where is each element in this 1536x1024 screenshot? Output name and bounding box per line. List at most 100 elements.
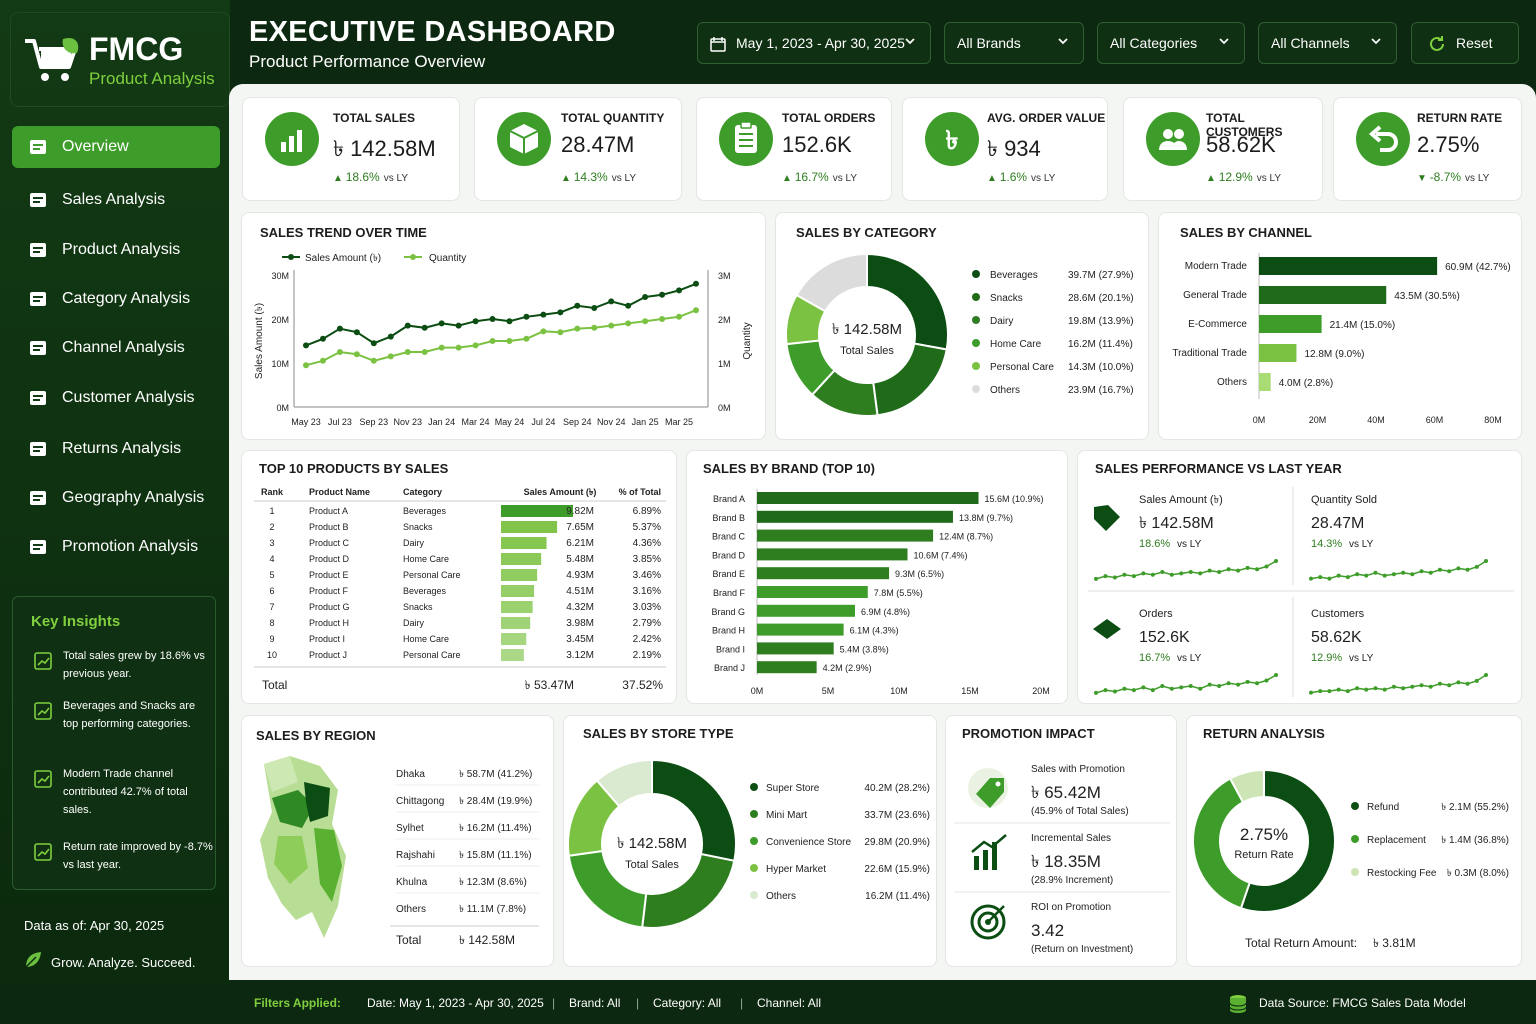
sparkline-point bbox=[1318, 689, 1323, 694]
sparkline-point bbox=[1169, 686, 1174, 691]
table-sales-bar bbox=[501, 649, 524, 661]
y-axis-label: Sales Amount (৳) bbox=[254, 303, 265, 379]
sidebar: FMCG Product Analysis Overview Sales Anal… bbox=[0, 0, 230, 984]
sidebar-item-overview[interactable]: Overview bbox=[12, 126, 220, 168]
brand-logo[interactable]: FMCG Product Analysis bbox=[10, 12, 230, 107]
legend-marker bbox=[972, 293, 980, 301]
table-cell-sales: 6.21M bbox=[566, 538, 594, 549]
table-cell-sales: 3.12M bbox=[566, 650, 594, 661]
bar-value-label: 4.0M (2.8%) bbox=[1279, 378, 1333, 389]
kpi-change-value: 1.6% bbox=[999, 170, 1028, 184]
category-filter[interactable]: All Categories bbox=[1097, 22, 1245, 64]
sidebar-item-product-analysis[interactable]: Product Analysis bbox=[12, 229, 220, 271]
brand-filter[interactable]: All Brands bbox=[944, 22, 1084, 64]
table-sales-bar bbox=[501, 585, 535, 597]
kpi-card-total-sales: TOTAL SALES ৳ 142.58M ▲ 18.6% vs LY bbox=[242, 97, 460, 201]
sparkline-point bbox=[1131, 574, 1136, 579]
y-tick-label: 0M bbox=[276, 403, 289, 413]
kpi-value: 2.75% bbox=[1417, 132, 1480, 157]
table-cell-category: Beverages bbox=[403, 586, 447, 596]
data-point-sales bbox=[557, 309, 564, 316]
kpi-change-value: 14.3% bbox=[573, 170, 608, 184]
bar-category-label: Brand A bbox=[713, 494, 745, 504]
sparkline-point bbox=[1207, 682, 1212, 687]
promo-label: Sales with Promotion bbox=[1031, 764, 1125, 775]
table-cell-rank: 5 bbox=[269, 570, 274, 580]
sparkline-point bbox=[1474, 678, 1479, 683]
user-icon bbox=[30, 391, 46, 405]
legend-marker bbox=[972, 316, 980, 324]
sparkline-point bbox=[1094, 576, 1098, 581]
x-tick-label: Sep 23 bbox=[360, 417, 389, 427]
kpi-label: TOTAL ORDERS bbox=[782, 111, 876, 125]
chart-icon bbox=[34, 770, 52, 788]
perf-change: 18.6% bbox=[1139, 538, 1170, 550]
sparkline-point bbox=[1188, 684, 1193, 688]
sparkline-point bbox=[1401, 686, 1406, 691]
sidebar-item-returns-analysis[interactable]: Returns Analysis bbox=[12, 428, 220, 470]
table-cell-rank: 1 bbox=[269, 506, 274, 516]
data-source: Data Source: FMCG Sales Data Model bbox=[1259, 996, 1466, 1010]
brand-filter-value: All Brands bbox=[957, 35, 1021, 51]
table-sales-bar bbox=[501, 521, 558, 533]
series-line-sales bbox=[305, 282, 697, 347]
reset-icon bbox=[1430, 36, 1444, 51]
sparkline-point bbox=[1179, 571, 1184, 576]
data-point-sales bbox=[370, 340, 377, 347]
store-type-slice bbox=[595, 758, 653, 808]
dashboard-icon bbox=[30, 140, 46, 154]
sales-trend-card: SALES TREND OVER TIME Sales Amount (৳) Qu… bbox=[241, 212, 766, 440]
sidebar-item-category-analysis[interactable]: Category Analysis bbox=[12, 278, 220, 320]
perf-change: 12.9% bbox=[1311, 652, 1342, 664]
x-tick-label: Jan 25 bbox=[632, 417, 659, 427]
legend-marker bbox=[750, 783, 758, 791]
promo-label: Incremental Sales bbox=[1031, 833, 1111, 844]
sparkline-point bbox=[1309, 576, 1313, 581]
bar-category-label: Brand I bbox=[716, 644, 745, 654]
store-type-title: SALES BY STORE TYPE bbox=[583, 726, 734, 741]
sparkline-point bbox=[1391, 684, 1396, 689]
sidebar-item-customer-analysis[interactable]: Customer Analysis bbox=[12, 377, 220, 419]
bar-category-label: Brand E bbox=[712, 569, 745, 579]
legend-label: Dairy bbox=[990, 316, 1013, 327]
region-value: ৳ 28.4M (19.9%) bbox=[459, 796, 532, 807]
donut-center-value: ৳ 142.58M bbox=[832, 321, 902, 338]
sales-by-region-title: SALES BY REGION bbox=[256, 728, 376, 743]
region-value: ৳ 12.3M (8.6%) bbox=[459, 877, 527, 888]
perf-vs: vs LY bbox=[1177, 653, 1202, 664]
channel-filter[interactable]: All Channels bbox=[1258, 22, 1397, 64]
x-tick-label: 10M bbox=[890, 686, 908, 696]
sparkline-point bbox=[1373, 570, 1378, 575]
sidebar-item-promotion-analysis[interactable]: Promotion Analysis bbox=[12, 526, 220, 568]
y2-tick-label: 0M bbox=[718, 403, 731, 413]
legend-value: 14.3M (10.0%) bbox=[1068, 362, 1134, 373]
sparkline-point bbox=[1309, 690, 1313, 695]
bar-category-label: Traditional Trade bbox=[1172, 348, 1247, 359]
bar-category-label: Brand J bbox=[714, 663, 745, 673]
legend-marker bbox=[1351, 835, 1359, 843]
legend-value: 28.6M (20.1%) bbox=[1068, 293, 1134, 304]
legend-marker bbox=[750, 810, 758, 818]
data-point-quantity bbox=[353, 351, 360, 358]
data-point-sales bbox=[659, 291, 666, 298]
sparkline-point bbox=[1318, 575, 1323, 580]
date-range-filter[interactable]: May 1, 2023 - Apr 30, 2025 bbox=[697, 22, 931, 64]
perf-label: Orders bbox=[1139, 608, 1173, 620]
sidebar-item-channel-analysis[interactable]: Channel Analysis bbox=[12, 327, 220, 369]
sidebar-item-label: Returns Analysis bbox=[62, 440, 182, 457]
channel-bar bbox=[1259, 286, 1387, 304]
promo-note: (Return on Investment) bbox=[1031, 944, 1133, 955]
legend-marker bbox=[750, 864, 758, 872]
data-as-of: Data as of: Apr 30, 2025 bbox=[24, 918, 165, 933]
promo-tag-icon bbox=[968, 768, 1008, 808]
table-cell-pct: 5.37% bbox=[633, 522, 661, 533]
sidebar-item-sales-analysis[interactable]: Sales Analysis bbox=[12, 179, 220, 221]
footer-date: Date: May 1, 2023 - Apr 30, 2025 bbox=[367, 996, 544, 1010]
sidebar-item-geography-analysis[interactable]: Geography Analysis bbox=[12, 477, 220, 519]
sparkline-point bbox=[1437, 681, 1442, 686]
sparkline-point bbox=[1141, 571, 1146, 576]
sales-by-channel-title: SALES BY CHANNEL bbox=[1180, 225, 1312, 240]
kpi-change: ▲ 14.3% vs LY bbox=[561, 170, 636, 184]
perf-label: Quantity Sold bbox=[1311, 494, 1377, 506]
reset-button[interactable]: Reset bbox=[1411, 22, 1519, 64]
